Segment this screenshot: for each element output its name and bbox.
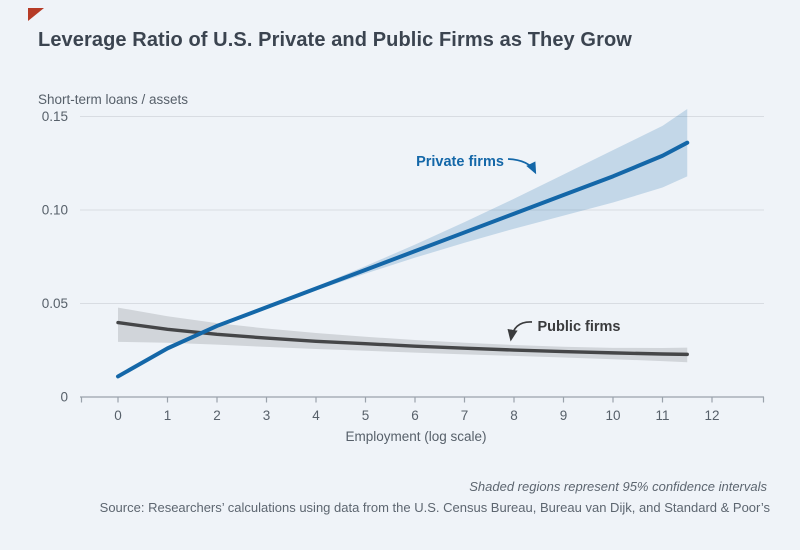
ci-band-public-firms	[118, 307, 688, 363]
x-tick-label-0: 0	[114, 408, 122, 423]
series-line-private-firms	[116, 140, 690, 379]
y-tick-label-0.10: 0.10	[42, 203, 68, 218]
private-firms-label: Private firms	[416, 154, 504, 170]
x-tick-label-12: 12	[704, 408, 719, 423]
x-tick-label-1: 1	[164, 408, 172, 423]
x-tick-label-5: 5	[362, 408, 370, 423]
confidence-bands-group	[118, 109, 688, 379]
chart-title: Leverage Ratio of U.S. Private and Publi…	[38, 29, 632, 51]
y-tick-label-0.05: 0.05	[42, 296, 68, 311]
x-tick-label-9: 9	[560, 408, 568, 423]
gridlines-group	[80, 116, 764, 304]
x-axis-title: Employment (log scale)	[345, 429, 486, 444]
corner-triangle-marker	[28, 8, 44, 21]
x-tick-label-6: 6	[411, 408, 419, 423]
series-lines-group	[116, 140, 690, 379]
y-tick-label-0: 0	[60, 390, 68, 405]
annotation-private-firms: Private firms	[416, 154, 537, 175]
x-tick-label-11: 11	[655, 408, 669, 423]
x-tick-label-2: 2	[213, 408, 221, 423]
y-axis-title: Short-term loans / assets	[38, 92, 188, 107]
x-axis-group	[80, 396, 765, 403]
x-tick-label-4: 4	[312, 408, 320, 423]
y-tick-label-0.15: 0.15	[42, 109, 68, 124]
private-firms-arrow	[507, 158, 537, 175]
x-tick-label-3: 3	[263, 408, 271, 423]
series-line-public-firms	[116, 320, 689, 357]
source-line: Source: Researchers’ calculations using …	[99, 500, 770, 515]
annotation-public-firms: Public firms	[507, 319, 621, 342]
tick-labels-group: 00.050.100.150 1 2 3 4 5 6 7 8 9 10 11 12	[42, 109, 720, 423]
x-tick-label-10: 10	[605, 408, 620, 423]
public-firms-arrow	[507, 321, 533, 342]
x-tick-label-7: 7	[461, 408, 469, 423]
x-tick-label-8: 8	[510, 408, 518, 423]
public-firms-label: Public firms	[538, 319, 621, 335]
confidence-interval-note: Shaded regions represent 95% confidence …	[469, 479, 767, 494]
